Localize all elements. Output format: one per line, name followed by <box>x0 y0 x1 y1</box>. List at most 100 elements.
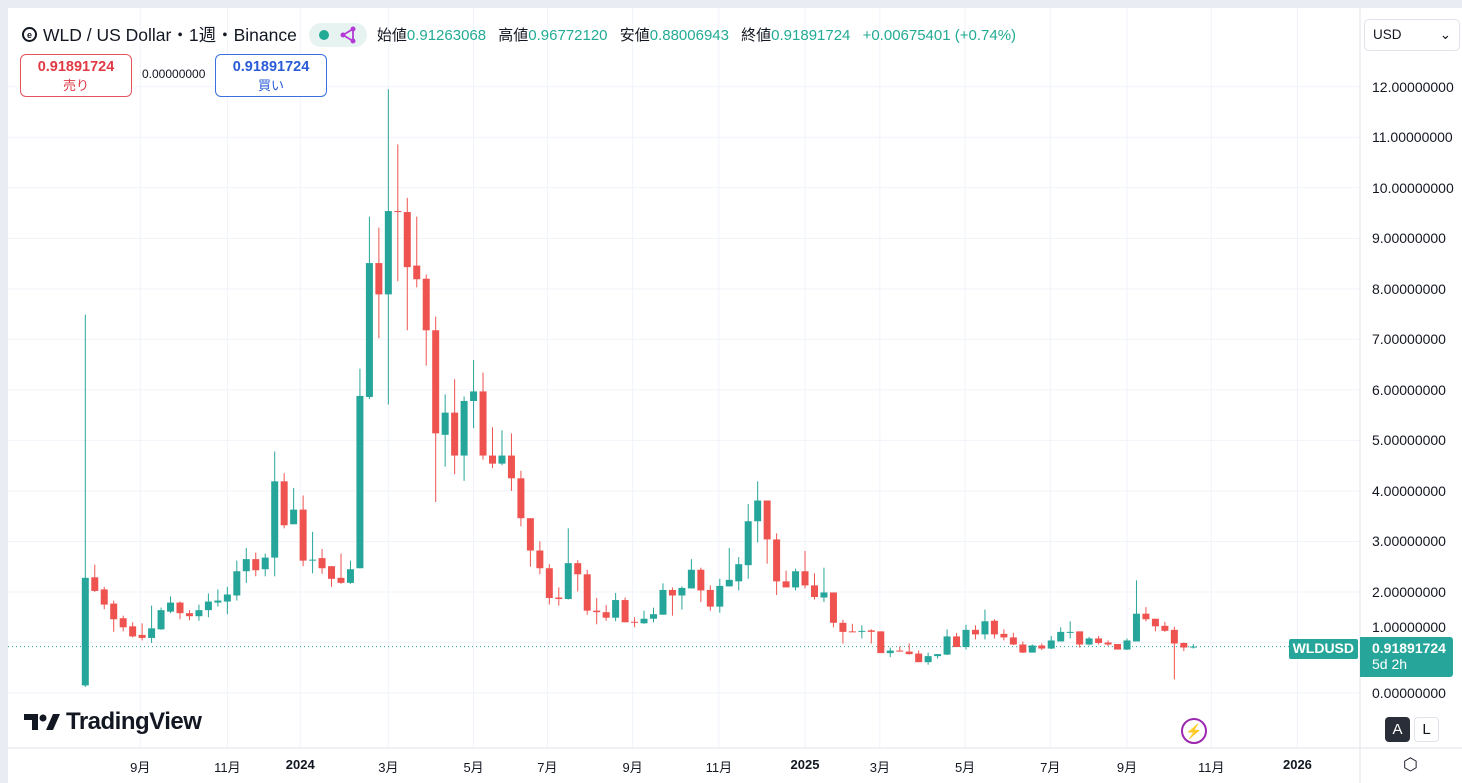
candle-body <box>924 656 932 663</box>
tradingview-logo[interactable]: TradingView <box>24 708 202 736</box>
change-value: +0.00675401 (+0.74%) <box>862 27 1017 44</box>
settings-hexagon-icon[interactable]: ⬡ <box>1403 755 1418 774</box>
candle-body <box>441 412 449 435</box>
candle-body <box>706 589 714 607</box>
candle-body <box>1180 642 1188 648</box>
candle-body <box>252 559 260 571</box>
candle-body <box>271 481 279 558</box>
time-tick-label: 11月 <box>214 760 241 775</box>
candle-body <box>564 563 572 600</box>
auto-scale-button[interactable]: A <box>1385 717 1410 742</box>
candle-body <box>432 330 440 434</box>
candle-body <box>574 563 582 575</box>
candle-body <box>858 630 866 632</box>
candle-body <box>896 650 904 652</box>
candle-body <box>953 636 961 648</box>
price-tick-label: 11.00000000 <box>1372 129 1453 146</box>
buy-price: 0.91891724 <box>232 59 310 75</box>
lightning-icon[interactable]: ⚡ <box>1181 718 1207 744</box>
time-tick-label: 5月 <box>463 760 484 775</box>
high-label: 高値 <box>498 27 529 44</box>
candle-body <box>1047 640 1055 649</box>
candle-body <box>640 618 648 624</box>
buy-button[interactable]: 0.91891724 買い <box>215 54 327 97</box>
last-price-tag: 0.91891724 5d 2h <box>1360 637 1453 677</box>
candle-body <box>782 581 790 588</box>
candle-body <box>678 587 686 596</box>
ohlc-values: 始値0.91263068 高値0.96772120 安値0.88006943 終… <box>377 24 1024 45</box>
candle-body <box>773 539 781 582</box>
sell-label: 売り <box>62 78 89 93</box>
candle-body <box>536 550 544 569</box>
status-pill[interactable] <box>308 22 367 47</box>
candle-body <box>763 500 771 540</box>
tradingview-logo-text: TradingView <box>66 708 202 735</box>
candle-body <box>479 391 487 456</box>
candle-body <box>214 600 222 603</box>
candle-body <box>413 265 421 280</box>
currency-select[interactable]: USD ⌄ <box>1364 19 1460 51</box>
candle-body <box>659 589 667 615</box>
time-tick-label: 5月 <box>954 760 976 775</box>
candle-body <box>1142 613 1150 620</box>
candle-body <box>725 579 733 587</box>
candle-body <box>792 571 800 588</box>
candle-body <box>915 653 923 663</box>
candle-body <box>668 589 676 596</box>
candle-body <box>1104 642 1112 645</box>
candle-body <box>905 651 913 655</box>
candle-body <box>1151 618 1159 627</box>
candle-body <box>91 577 99 591</box>
candle-body <box>545 568 553 599</box>
time-tick-label: 7月 <box>537 760 558 775</box>
log-scale-button[interactable]: L <box>1414 717 1439 742</box>
high-value: 0.96772120 <box>528 27 608 44</box>
candle-body <box>1028 645 1036 653</box>
sell-button[interactable]: 0.91891724 売り <box>20 54 132 97</box>
price-tick-label: 7.00000000 <box>1372 331 1446 348</box>
candle-body <box>848 631 856 633</box>
open-value: 0.91263068 <box>406 27 487 44</box>
candle-body <box>422 278 430 331</box>
candle-body <box>356 395 364 569</box>
candle-body <box>489 455 497 464</box>
worldcoin-icon: e <box>22 27 37 42</box>
candle-body <box>810 585 818 598</box>
price-tick-label: 12.00000000 <box>1372 78 1454 95</box>
candle-body <box>185 613 193 617</box>
candle-body <box>233 571 241 596</box>
last-price: 0.91891724 <box>1372 640 1446 656</box>
candle-body <box>1189 646 1197 648</box>
candle-body <box>119 618 127 628</box>
candle-body <box>526 518 534 551</box>
candle-body <box>365 263 373 397</box>
candle-body <box>148 628 156 638</box>
close-label: 終値 <box>741 27 772 44</box>
candle-body <box>309 559 317 561</box>
candle-body <box>1170 629 1178 644</box>
candle-body <box>583 574 591 611</box>
candle-body <box>943 636 951 655</box>
candle-body <box>839 622 847 632</box>
candle-body <box>1123 640 1131 650</box>
spread-value: 0.00000000 <box>142 67 206 81</box>
candle-body <box>687 569 695 589</box>
currency-value: USD <box>1373 27 1402 42</box>
candle-body <box>962 629 970 648</box>
candle-body <box>167 602 175 612</box>
buy-label: 買い <box>257 78 284 93</box>
time-tick-label: 9月 <box>622 760 643 775</box>
candle-body <box>1161 625 1169 631</box>
candle-body <box>735 564 743 582</box>
time-tick-label: 9月 <box>1116 760 1138 775</box>
candle-body <box>290 509 298 525</box>
candle-body <box>555 597 563 600</box>
candle-body <box>375 263 383 295</box>
tradingview-logo-icon <box>24 714 60 730</box>
time-tick-label: 3月 <box>869 760 890 775</box>
symbol-title[interactable]: WLD / US Dollar・1週・Binance <box>43 25 297 45</box>
sell-price: 0.91891724 <box>37 59 115 75</box>
candle-body <box>403 212 411 268</box>
time-tick-label: 7月 <box>1040 760 1061 775</box>
